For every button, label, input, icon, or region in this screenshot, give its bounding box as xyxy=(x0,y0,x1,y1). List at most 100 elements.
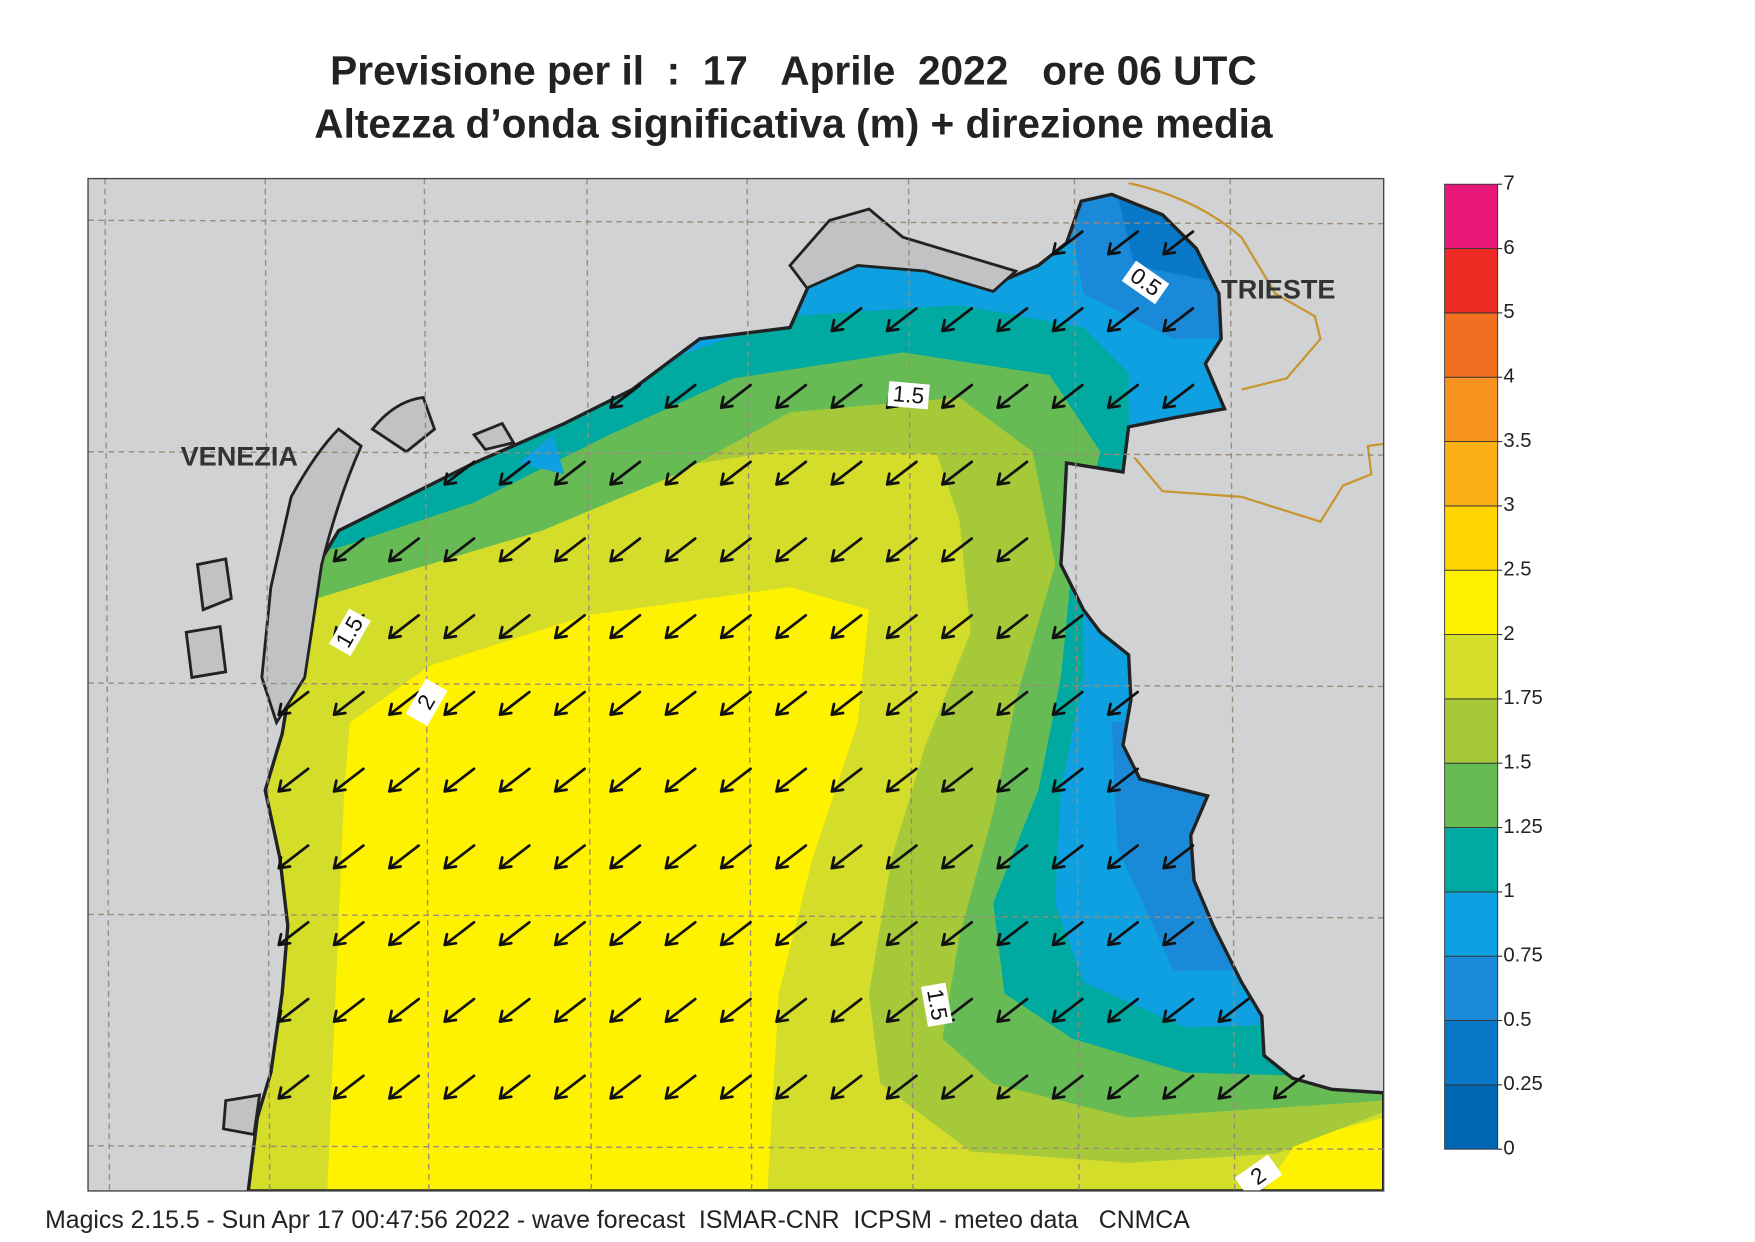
arrow xyxy=(996,307,1029,333)
arrow xyxy=(775,460,808,486)
arrow xyxy=(1106,767,1140,793)
arrow xyxy=(443,537,476,563)
arrow xyxy=(775,844,808,870)
arrow xyxy=(996,844,1029,870)
arrow xyxy=(388,997,421,1024)
contour-labels: 0.51.51.51.522 xyxy=(328,260,1283,1191)
arrow xyxy=(664,920,697,947)
arrow xyxy=(1106,690,1140,717)
arrow xyxy=(941,844,974,870)
arrow xyxy=(609,690,642,717)
arrow xyxy=(1162,307,1195,333)
colorbar-label: 3 xyxy=(1503,494,1514,516)
arrow xyxy=(664,767,697,793)
arrow xyxy=(388,537,421,563)
wave-band xyxy=(519,434,565,475)
arrow xyxy=(941,1074,974,1100)
arrow xyxy=(885,537,918,563)
arrow xyxy=(498,537,531,563)
arrow xyxy=(1051,383,1084,410)
colorbar-label: 1.25 xyxy=(1503,816,1543,838)
colorbar-band xyxy=(1444,955,1499,1021)
arrow xyxy=(388,844,421,870)
arrow xyxy=(553,537,586,563)
arrow xyxy=(775,920,808,947)
arrow xyxy=(775,1074,808,1100)
arrow xyxy=(1051,844,1084,870)
arrow xyxy=(664,383,697,410)
grid-line xyxy=(104,178,111,1191)
arrow xyxy=(443,1074,476,1100)
arrow xyxy=(609,460,642,486)
arrow xyxy=(498,690,531,717)
arrow xyxy=(830,690,863,717)
colorbar-band xyxy=(1444,248,1499,314)
wave-directions xyxy=(277,230,1305,1100)
arrow xyxy=(941,767,974,793)
arrow xyxy=(332,767,365,793)
arrow xyxy=(996,460,1029,486)
arrow xyxy=(609,537,642,563)
arrow xyxy=(996,690,1029,717)
arrow xyxy=(1051,614,1084,640)
arrow xyxy=(388,1074,421,1100)
arrow xyxy=(332,844,365,870)
arrow xyxy=(1051,230,1084,256)
grid-line xyxy=(746,178,753,1191)
arrow xyxy=(996,383,1029,410)
arrow xyxy=(885,1074,918,1100)
arrow xyxy=(719,614,752,640)
colorbar-band xyxy=(1444,1084,1499,1150)
grid-line xyxy=(1073,178,1080,1191)
arrow xyxy=(1106,230,1140,256)
arrow xyxy=(719,920,752,947)
graticule xyxy=(88,178,1384,1191)
arrow xyxy=(498,460,531,486)
arrow xyxy=(443,460,476,486)
colorbar-label: 2.5 xyxy=(1503,559,1531,581)
arrow xyxy=(443,920,476,947)
grid-line xyxy=(88,913,1384,919)
arrow xyxy=(332,920,365,947)
arrow xyxy=(277,690,310,717)
arrow xyxy=(941,460,974,486)
arrow xyxy=(775,537,808,563)
arrow xyxy=(775,997,808,1024)
arrow xyxy=(941,614,974,640)
colorbar-band xyxy=(1444,698,1499,764)
arrow xyxy=(1162,920,1195,947)
arrow xyxy=(664,614,697,640)
arrow xyxy=(719,690,752,717)
arrow xyxy=(1162,997,1195,1024)
arrow xyxy=(1106,1074,1140,1100)
arrow xyxy=(719,1074,752,1100)
arrow xyxy=(719,844,752,870)
arrow xyxy=(388,920,421,947)
grid-line xyxy=(88,219,1384,225)
colorbar-label: 1 xyxy=(1503,880,1514,902)
arrow xyxy=(1162,383,1195,410)
arrow xyxy=(664,460,697,486)
lagoon-land xyxy=(260,427,363,726)
arrow xyxy=(775,614,808,640)
wave-band xyxy=(327,587,870,1191)
colorbar-label: 0 xyxy=(1503,1138,1514,1160)
arrow xyxy=(609,997,642,1024)
arrow xyxy=(941,383,974,410)
contour-label-bg xyxy=(887,381,930,410)
arrow xyxy=(1106,997,1140,1024)
arrow xyxy=(553,767,586,793)
grid-line xyxy=(1229,178,1236,1191)
arrow xyxy=(996,1074,1029,1100)
arrow xyxy=(941,307,974,333)
contour-label-bg xyxy=(405,678,448,727)
arrow xyxy=(830,307,863,333)
arrow xyxy=(996,614,1029,640)
wave-band xyxy=(1264,1117,1384,1191)
colorbar-band xyxy=(1444,827,1499,893)
colorbar-label: 0.25 xyxy=(1503,1073,1543,1095)
arrow xyxy=(443,690,476,717)
contour-label: 1.5 xyxy=(887,381,930,410)
arrow xyxy=(332,997,365,1024)
